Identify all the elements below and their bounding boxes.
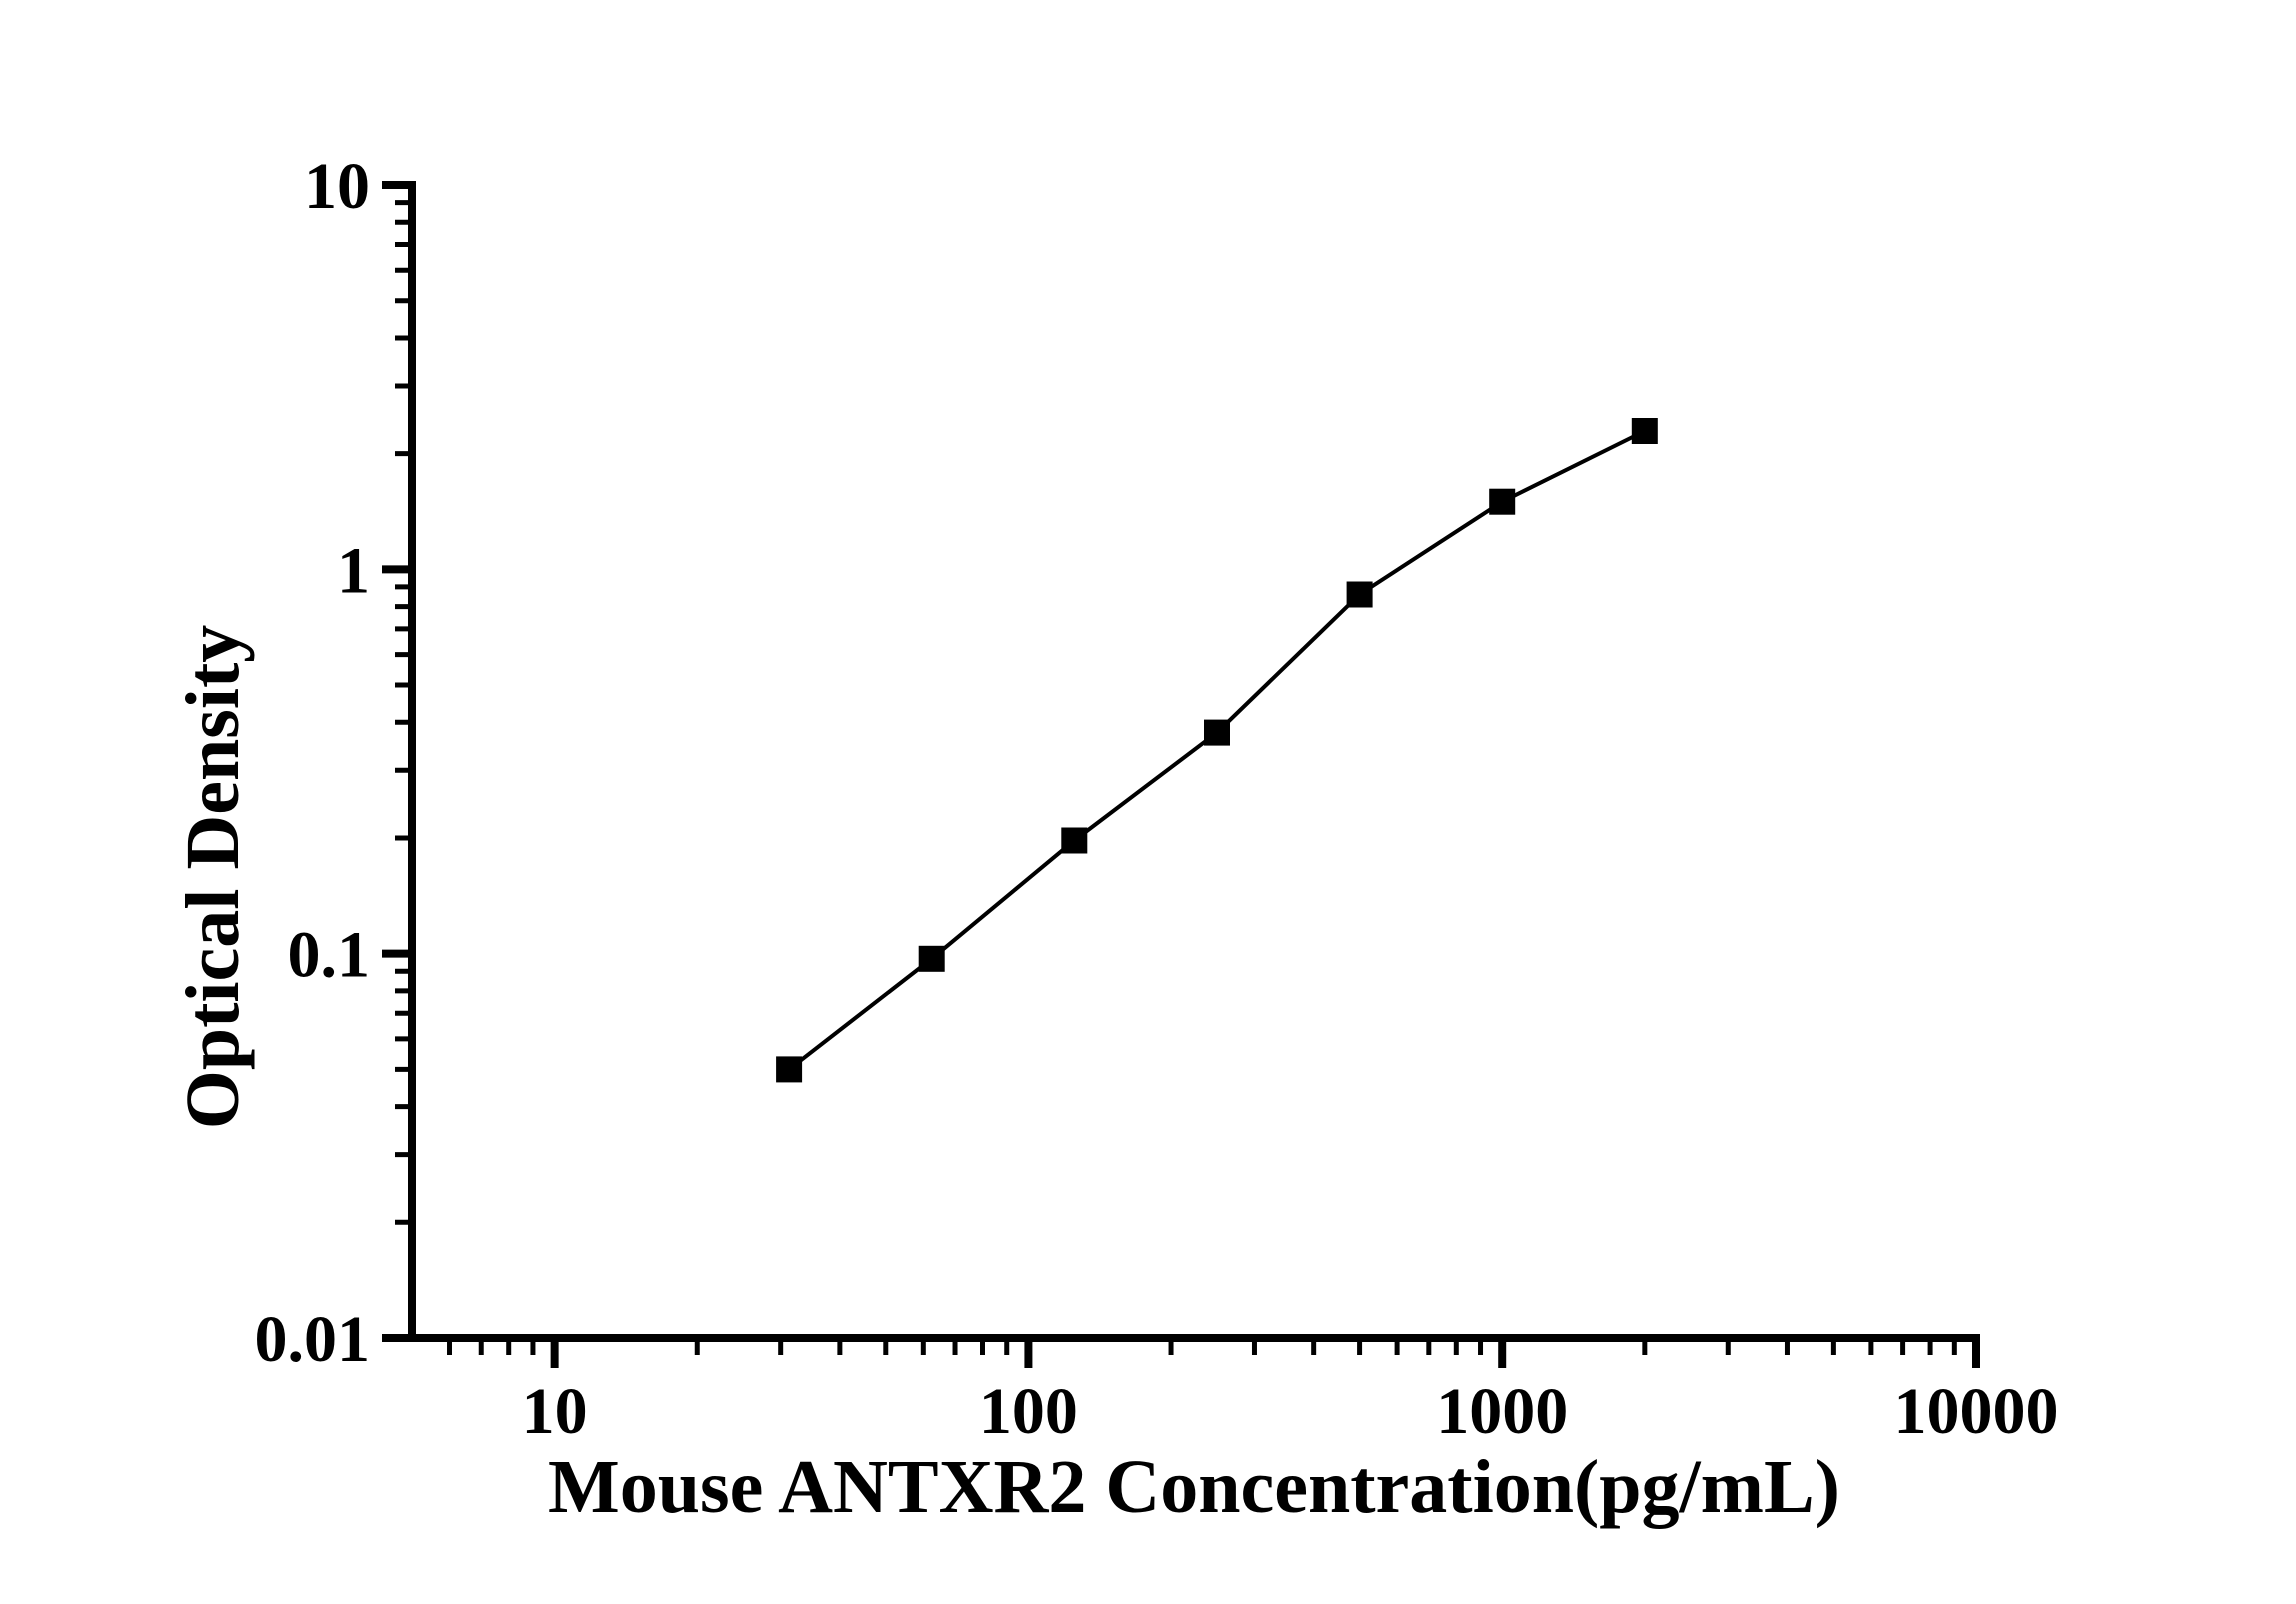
y-axis-title: Optical Density [171,625,255,1130]
data-point-marker [776,1056,803,1083]
data-point-marker [1346,581,1373,608]
data-point-marker [1631,418,1658,444]
data-point-marker [1204,719,1230,746]
series-line [787,429,1646,1071]
y-tick-label: 0.1 [288,919,371,992]
y-tick-label: 10 [304,150,370,223]
data-point-marker [918,945,945,972]
series-layer [776,418,1658,1083]
x-tick-label: 10000 [1894,1375,2059,1448]
x-tick-label: 10 [522,1375,588,1448]
y-tick-label: 1 [337,534,370,607]
data-point-marker [1061,827,1088,854]
axes-layer: 10 100 1000 10000 10 1 0.1 0.01 [255,150,2059,1448]
x-tick-label: 100 [979,1375,1078,1448]
data-point-marker [1489,488,1516,515]
x-axis-title: Mouse ANTXR2 Concentration(pg/mL) [548,1445,1840,1529]
y-tick-label: 0.01 [255,1303,371,1376]
x-tick-label: 1000 [1436,1375,1568,1448]
